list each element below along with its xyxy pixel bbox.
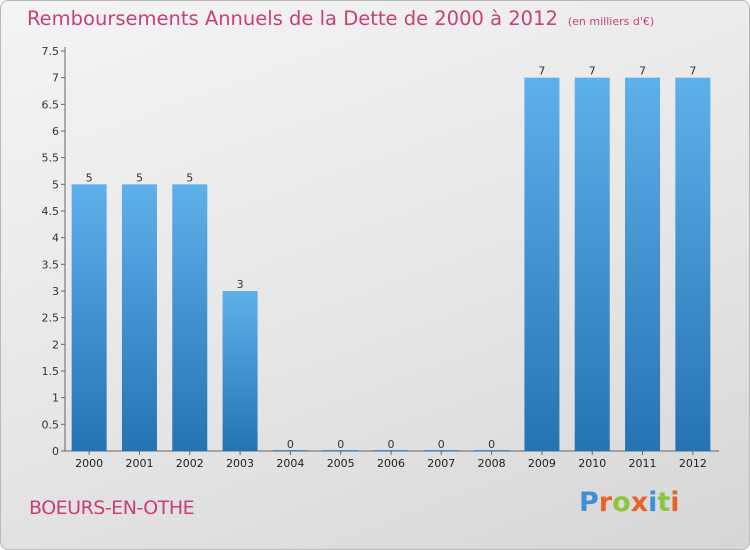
bars <box>71 77 711 452</box>
y-tick-label: 5 <box>52 178 59 191</box>
x-tick-label: 2004 <box>276 457 304 470</box>
data-label: 0 <box>388 438 395 451</box>
brand-logo: Proxiti <box>579 487 680 518</box>
bar <box>323 450 359 451</box>
x-tick-label: 2006 <box>377 457 405 470</box>
y-tick-label: 3.5 <box>42 258 60 271</box>
title-row: Remboursements Annuels de la Dette de 20… <box>27 7 654 30</box>
city-name: BOEURS-EN-OTHE <box>29 497 195 519</box>
x-tick-label: 2005 <box>327 457 355 470</box>
y-tick-label: 0.5 <box>42 418 60 431</box>
bar <box>625 77 661 452</box>
x-tick-label: 2009 <box>528 457 556 470</box>
x-tick-label: 2000 <box>75 457 103 470</box>
data-label: 5 <box>186 171 193 184</box>
y-tick-label: 6 <box>52 125 59 138</box>
data-label: 5 <box>136 171 143 184</box>
bar <box>574 77 610 452</box>
brand-letter: i <box>670 487 680 518</box>
x-tick-label: 2012 <box>679 457 707 470</box>
bar <box>675 77 711 452</box>
x-tick-label: 2010 <box>578 457 606 470</box>
data-label: 0 <box>337 438 344 451</box>
bar <box>373 450 409 451</box>
y-tick-label: 6.5 <box>42 98 60 111</box>
y-tick-label: 2.5 <box>42 312 60 325</box>
bar <box>222 291 258 451</box>
x-tick-label: 2007 <box>427 457 455 470</box>
x-tick-label: 2003 <box>226 457 254 470</box>
brand-letter: t <box>657 487 671 518</box>
data-label: 3 <box>237 278 244 291</box>
brand-letter: r <box>598 487 613 518</box>
y-tick-label: 4.5 <box>42 205 60 218</box>
y-tick-label: 2 <box>52 338 59 351</box>
data-label: 7 <box>589 65 596 78</box>
y-tick-label: 0 <box>52 445 59 458</box>
bar <box>71 184 107 452</box>
brand-letter: o <box>612 487 631 518</box>
x-tick-label: 2008 <box>478 457 506 470</box>
data-labels: 5 5 5 3 0 0 0 0 0 7 7 7 7 <box>86 65 697 451</box>
bar <box>172 184 208 452</box>
y-tick-label: 3 <box>52 285 59 298</box>
brand-letter: i <box>648 487 658 518</box>
y-tick-label: 7.5 <box>42 45 60 58</box>
data-label: 0 <box>438 438 445 451</box>
y-tick-label: 7 <box>52 72 59 85</box>
data-label: 7 <box>689 65 696 78</box>
data-label: 0 <box>488 438 495 451</box>
x-tick-label: 2011 <box>629 457 657 470</box>
brand-letter: x <box>630 487 649 518</box>
chart-subtitle: (en milliers d'€) <box>567 15 655 28</box>
data-label: 7 <box>639 65 646 78</box>
data-label: 7 <box>538 65 545 78</box>
x-tick-label: 2001 <box>125 457 153 470</box>
y-tick-label: 1.5 <box>42 365 60 378</box>
bar <box>524 77 560 452</box>
data-label: 5 <box>86 171 93 184</box>
bar <box>121 184 157 452</box>
axes: 0 0.5 1 1.5 2 2.5 3 3.5 4 4.5 5 5.5 6 6.5 7 7.5 2000 2001… <box>42 45 719 470</box>
data-label: 0 <box>287 438 294 451</box>
bar <box>423 450 459 451</box>
y-tick-label: 1 <box>52 392 59 405</box>
y-tick-label: 4 <box>52 232 59 245</box>
x-tick-label: 2002 <box>176 457 204 470</box>
chart-title: Remboursements Annuels de la Dette de 20… <box>27 7 558 30</box>
brand-letter: P <box>579 487 599 518</box>
bar <box>272 450 308 451</box>
bar <box>474 450 510 451</box>
y-tick-label: 5.5 <box>42 152 60 165</box>
